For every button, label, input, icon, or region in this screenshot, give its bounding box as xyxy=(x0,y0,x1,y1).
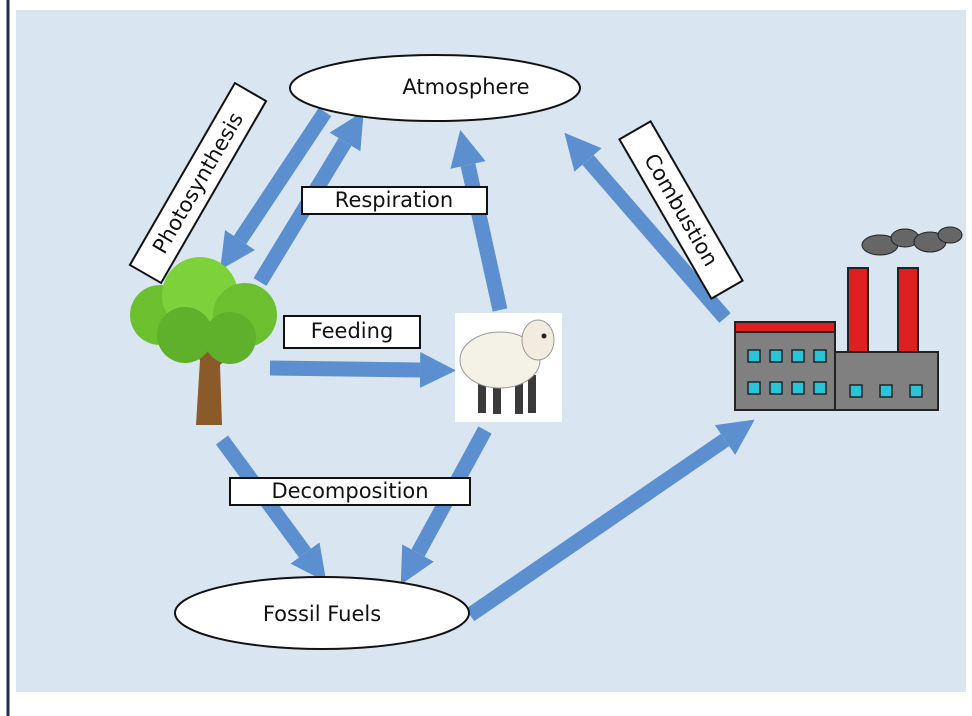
sheep-icon xyxy=(455,313,562,422)
atmosphere-node: Atmosphere xyxy=(290,55,580,121)
process-label: Feeding xyxy=(311,319,394,343)
feeding-label: Feeding xyxy=(284,316,420,348)
node-label: Atmosphere xyxy=(402,75,529,99)
arrow xyxy=(270,368,420,370)
process-label: Decomposition xyxy=(271,479,428,503)
node-label: Fossil Fuels xyxy=(263,602,381,626)
carbon-cycle-diagram: Atmosphere Fossil Fuels Photosynthesis R… xyxy=(0,0,972,716)
decomposition-label: Decomposition xyxy=(230,478,470,505)
fossil-fuels-node: Fossil Fuels xyxy=(175,577,469,649)
respiration-label: Respiration xyxy=(302,187,487,214)
process-label: Respiration xyxy=(335,188,453,212)
